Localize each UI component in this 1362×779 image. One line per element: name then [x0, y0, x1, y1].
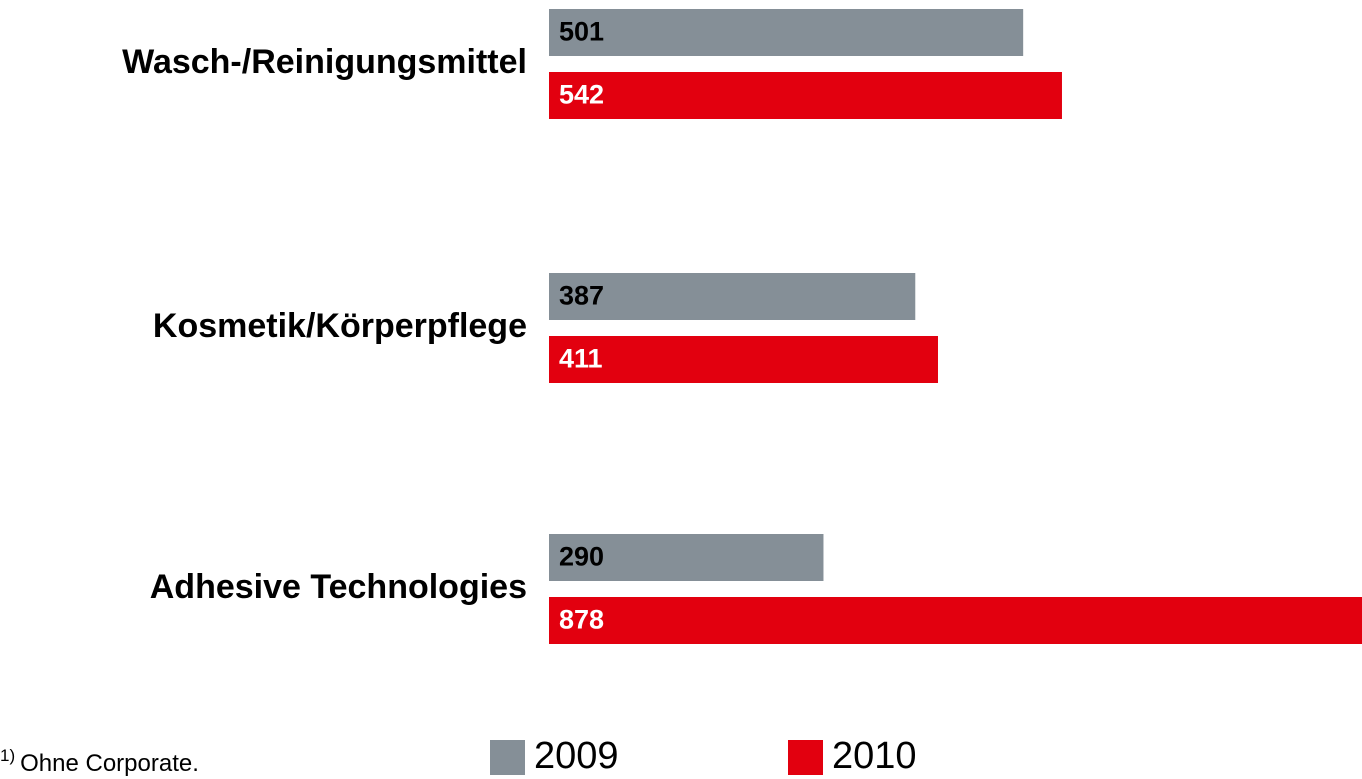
- footnote: 1) Ohne Corporate.: [0, 746, 199, 777]
- bar: [549, 534, 824, 581]
- plot-area: [549, 9, 1362, 644]
- bar: [549, 597, 1362, 644]
- bar: [549, 9, 1024, 56]
- value-label: 542: [559, 80, 604, 110]
- category-label: Wasch-/Reinigungsmittel: [122, 43, 527, 81]
- footnote-marker: 1): [0, 746, 15, 765]
- value-label: 387: [559, 281, 604, 311]
- legend-swatch: [788, 740, 823, 775]
- value-label: 290: [559, 542, 604, 572]
- legend-swatch: [490, 740, 525, 775]
- bar: [549, 336, 938, 383]
- bar: [549, 72, 1062, 119]
- footnote-text: Ohne Corporate.: [20, 750, 199, 777]
- value-label: 501: [559, 17, 604, 47]
- bar: [549, 273, 916, 320]
- category-label: Adhesive Technologies: [150, 568, 527, 606]
- legend-label: 2009: [534, 735, 619, 777]
- value-label: 878: [559, 605, 604, 635]
- value-label: 411: [559, 344, 603, 374]
- category-label: Kosmetik/Körperpflege: [153, 307, 527, 345]
- legend-label: 2010: [832, 735, 917, 777]
